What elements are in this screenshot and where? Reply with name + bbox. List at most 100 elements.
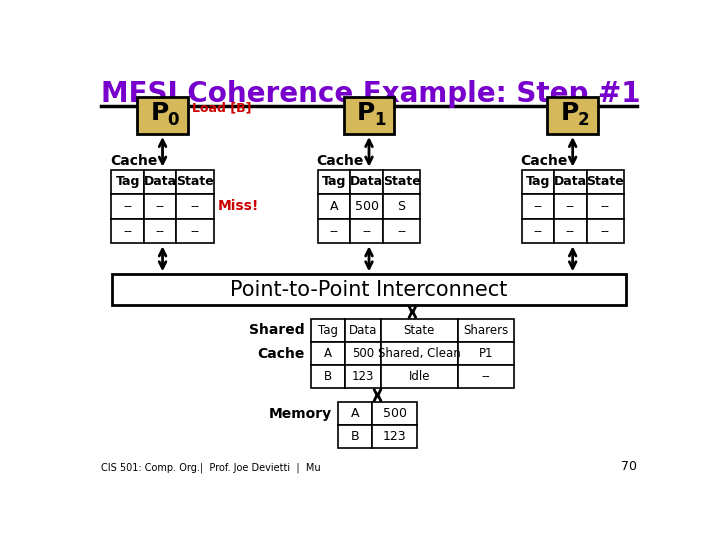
Text: --: --: [123, 200, 132, 213]
Text: --: --: [534, 225, 542, 238]
Text: Tag: Tag: [322, 176, 346, 188]
Bar: [547, 97, 598, 134]
Bar: [144, 170, 176, 194]
Text: --: --: [397, 225, 406, 238]
Text: State: State: [404, 324, 435, 337]
Bar: [344, 97, 394, 134]
Bar: [383, 170, 420, 194]
Bar: [338, 402, 372, 425]
Text: --: --: [534, 200, 542, 213]
Bar: [112, 219, 144, 244]
Text: Point-to-Point Interconnect: Point-to-Point Interconnect: [230, 280, 508, 300]
Bar: [521, 194, 554, 219]
Text: --: --: [123, 225, 132, 238]
Bar: [587, 219, 624, 244]
Bar: [351, 170, 383, 194]
Text: Shared: Shared: [249, 323, 305, 338]
Text: --: --: [600, 225, 610, 238]
Text: Data: Data: [554, 176, 587, 188]
Bar: [383, 219, 420, 244]
Bar: [587, 194, 624, 219]
Text: Data: Data: [348, 324, 377, 337]
Text: Tag: Tag: [115, 176, 140, 188]
Bar: [381, 319, 458, 342]
Bar: [311, 342, 345, 365]
Bar: [372, 425, 417, 448]
Bar: [338, 425, 372, 448]
Text: --: --: [362, 225, 372, 238]
Bar: [144, 194, 176, 219]
Text: 500: 500: [355, 200, 379, 213]
Bar: [112, 194, 144, 219]
Text: 2: 2: [577, 111, 590, 129]
Text: Tag: Tag: [526, 176, 550, 188]
Bar: [112, 170, 144, 194]
Text: CIS 501: Comp. Org.|  Prof. Joe Devietti  |  Mu: CIS 501: Comp. Org.| Prof. Joe Devietti …: [101, 462, 320, 473]
Bar: [311, 365, 345, 388]
Bar: [372, 402, 417, 425]
Text: State: State: [586, 176, 624, 188]
Text: Cache: Cache: [110, 154, 157, 168]
Text: MESI Coherence Example: Step #1: MESI Coherence Example: Step #1: [101, 80, 640, 108]
Bar: [311, 319, 345, 342]
Text: A: A: [324, 347, 332, 360]
Bar: [345, 365, 381, 388]
Bar: [458, 342, 514, 365]
Text: 123: 123: [351, 370, 374, 383]
Text: --: --: [330, 225, 338, 238]
Text: Tag: Tag: [318, 324, 338, 337]
Text: P: P: [150, 102, 168, 125]
Bar: [521, 219, 554, 244]
Bar: [381, 365, 458, 388]
Text: B: B: [324, 370, 332, 383]
Text: 1: 1: [374, 111, 386, 129]
Text: --: --: [600, 200, 610, 213]
Text: --: --: [156, 225, 165, 238]
Text: Data: Data: [350, 176, 383, 188]
Text: --: --: [156, 200, 165, 213]
Bar: [318, 219, 351, 244]
Text: A: A: [351, 407, 359, 420]
Text: Shared, Clean: Shared, Clean: [378, 347, 461, 360]
Bar: [521, 170, 554, 194]
Text: --: --: [191, 225, 199, 238]
Text: 123: 123: [383, 430, 406, 443]
Text: S: S: [397, 200, 405, 213]
Text: --: --: [482, 370, 490, 383]
Text: B: B: [351, 430, 359, 443]
Text: 500: 500: [352, 347, 374, 360]
Text: Cache: Cache: [316, 154, 364, 168]
Bar: [554, 170, 587, 194]
Text: Sharers: Sharers: [464, 324, 508, 337]
Text: P1: P1: [479, 347, 493, 360]
Bar: [351, 219, 383, 244]
Text: Memory: Memory: [269, 407, 332, 421]
Text: State: State: [382, 176, 420, 188]
Bar: [345, 319, 381, 342]
Bar: [587, 170, 624, 194]
Bar: [176, 219, 214, 244]
Bar: [458, 365, 514, 388]
Bar: [351, 194, 383, 219]
Text: Cache: Cache: [257, 347, 305, 361]
Bar: [554, 219, 587, 244]
Bar: [458, 319, 514, 342]
Text: P: P: [357, 102, 375, 125]
Bar: [554, 194, 587, 219]
Bar: [112, 274, 626, 305]
Bar: [383, 194, 420, 219]
Text: P: P: [560, 102, 579, 125]
Text: State: State: [176, 176, 214, 188]
Text: 0: 0: [168, 111, 179, 129]
Text: 500: 500: [382, 407, 407, 420]
Bar: [318, 194, 351, 219]
Text: --: --: [191, 200, 199, 213]
Text: --: --: [566, 225, 575, 238]
Bar: [176, 170, 214, 194]
Text: 70: 70: [621, 460, 637, 473]
Text: Cache: Cache: [520, 154, 567, 168]
Text: --: --: [566, 200, 575, 213]
Text: A: A: [330, 200, 338, 213]
Bar: [176, 194, 214, 219]
Text: Miss!: Miss!: [217, 199, 259, 213]
